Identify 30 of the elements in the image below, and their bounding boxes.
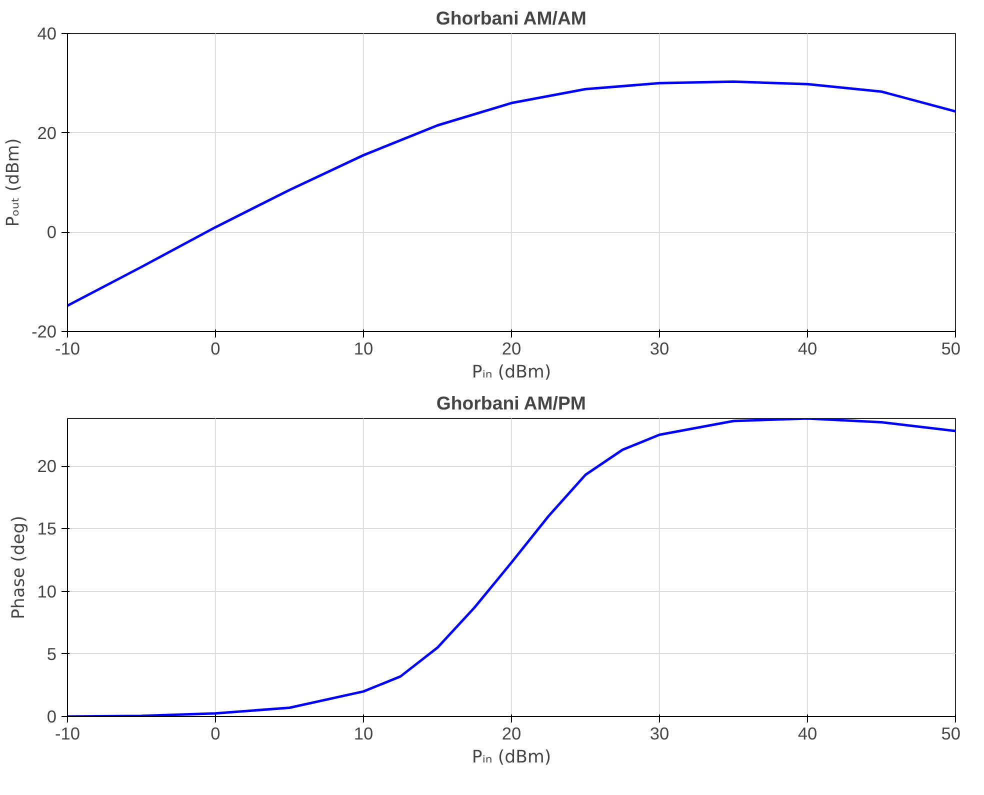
x-tick-label: 30 xyxy=(650,338,670,358)
line-series xyxy=(68,80,956,307)
chart-title: Ghorbani AM/AM xyxy=(436,8,586,28)
x-tick-label: 10 xyxy=(354,338,374,358)
x-tick-label: 20 xyxy=(502,724,522,744)
x-tick-label: 40 xyxy=(798,724,818,744)
x-axis-title: Pᵢₙ (dBm) xyxy=(472,362,552,382)
y-tick-label: 10 xyxy=(37,581,57,602)
x-tick-label: 0 xyxy=(210,338,220,358)
x-tick-label: 40 xyxy=(798,338,818,358)
y-tick-label: 5 xyxy=(46,644,57,664)
y-tick-label: 40 xyxy=(37,24,57,44)
x-tick-label: 30 xyxy=(650,724,670,744)
x-axis-title: Pᵢₙ (dBm) xyxy=(472,748,552,768)
x-tick-label: 50 xyxy=(941,338,961,358)
y-axis-title: Pₒᵤₜ (dBm) xyxy=(3,138,24,227)
y-axis-title: Phase (deg) xyxy=(9,516,30,620)
x-tick-label: 0 xyxy=(210,724,220,744)
y-tick-label: 0 xyxy=(46,706,57,726)
x-tick-label: -10 xyxy=(54,724,80,744)
chart-title: Ghorbani AM/PM xyxy=(436,392,586,414)
x-tick-label: 50 xyxy=(941,724,961,744)
y-tick-label: 0 xyxy=(46,222,57,242)
x-tick-label: 20 xyxy=(502,338,522,358)
x-tick-label: -10 xyxy=(54,338,80,358)
y-tick-label: 20 xyxy=(37,122,57,143)
y-tick-label: -20 xyxy=(31,322,56,342)
y-tick-label: 20 xyxy=(37,456,57,476)
y-tick-label: 15 xyxy=(37,518,57,539)
x-tick-label: 10 xyxy=(354,724,374,744)
